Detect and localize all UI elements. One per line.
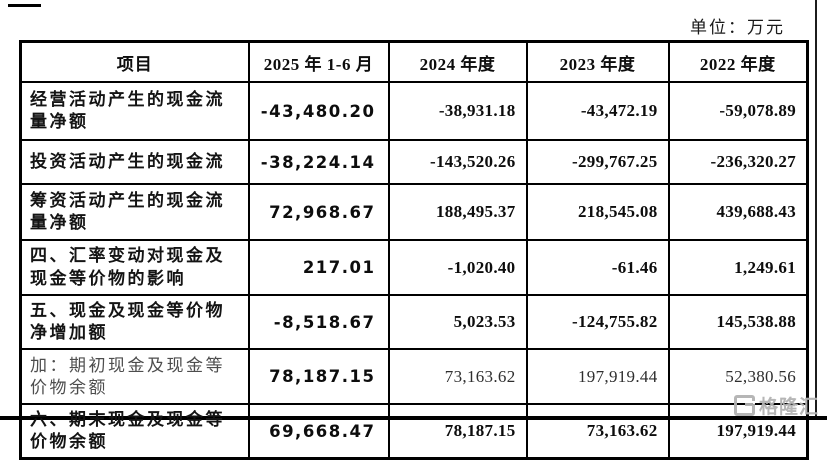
row-label: 经营活动产生的现金流量净额 [19, 81, 250, 141]
cell-value: -38,224.14 [247, 139, 390, 185]
column-header-2025h1: 2025 年 1-6 月 [247, 40, 390, 83]
cell-value: 188,495.37 [387, 183, 528, 241]
table-row-beginning-balance: 加：期初现金及现金等价物余额 78,187.15 73,163.62 197,9… [19, 348, 809, 406]
cell-value: 217.01 [247, 239, 390, 296]
cell-value: -8,518.67 [247, 293, 390, 351]
row-label: 筹资活动产生的现金流量净额 [19, 183, 250, 241]
cell-value: 69,668.47 [247, 403, 390, 460]
table-header-row: 项目 2025 年 1-6 月 2024 年度 2023 年度 2022 年度 [19, 40, 809, 83]
cell-value: -43,480.20 [247, 81, 390, 141]
gelonghui-watermark: 格隆汇 [734, 394, 820, 418]
table-row-investing-cash-flow: 投资活动产生的现金流 -38,224.14 -143,520.26 -299,7… [19, 139, 809, 185]
cell-value: 78,187.15 [247, 348, 390, 406]
cell-value: -59,078.89 [667, 81, 809, 141]
cell-value: -143,520.26 [387, 139, 528, 185]
row-label: 四、汇率变动对现金及现金等价物的影响 [19, 239, 250, 296]
cell-value: 145,538.88 [667, 293, 809, 351]
cell-value: 73,163.62 [387, 348, 528, 406]
row-label: 五、现金及现金等价物净增加额 [19, 293, 250, 351]
row-label: 投资活动产生的现金流 [19, 139, 250, 185]
cell-value: 218,545.08 [525, 183, 670, 241]
cell-value: 73,163.62 [525, 403, 670, 460]
cell-value: -61.46 [525, 239, 670, 296]
cell-value: -236,320.27 [667, 139, 809, 185]
cell-value: 52,380.56 [667, 348, 809, 406]
page-top-border-fragment [8, 4, 41, 7]
cell-value: -38,931.18 [387, 81, 528, 141]
table-row-operating-cash-flow: 经营活动产生的现金流量净额 -43,480.20 -38,931.18 -43,… [19, 81, 809, 141]
cell-value: 72,968.67 [247, 183, 390, 241]
table-row-fx-effect: 四、汇率变动对现金及现金等价物的影响 217.01 -1,020.40 -61.… [19, 239, 809, 296]
cash-flow-table: 项目 2025 年 1-6 月 2024 年度 2023 年度 2022 年度 … [19, 40, 809, 460]
cell-value: -124,755.82 [525, 293, 670, 351]
column-header-2024: 2024 年度 [387, 40, 528, 83]
page-right-border [815, 0, 817, 420]
row-label: 六、期末现金及现金等价物余额 [19, 403, 250, 460]
unit-label: 单位：万元 [690, 18, 785, 37]
cell-value: 5,023.53 [387, 293, 528, 351]
cell-value: -43,472.19 [525, 81, 670, 141]
table-row-net-increase: 五、现金及现金等价物净增加额 -8,518.67 5,023.53 -124,7… [19, 293, 809, 351]
cell-value: -1,020.40 [387, 239, 528, 296]
table-row-ending-balance: 六、期末现金及现金等价物余额 69,668.47 78,187.15 73,16… [19, 403, 809, 460]
cell-value: -299,767.25 [525, 139, 670, 185]
cell-value: 439,688.43 [667, 183, 809, 241]
column-header-item: 项目 [19, 40, 250, 83]
gelonghui-watermark-text: 格隆汇 [759, 397, 820, 418]
column-header-2023: 2023 年度 [525, 40, 670, 83]
gelonghui-logo-icon [734, 395, 755, 416]
row-label: 加：期初现金及现金等价物余额 [19, 348, 250, 406]
column-header-2022: 2022 年度 [667, 40, 809, 83]
table-row-financing-cash-flow: 筹资活动产生的现金流量净额 72,968.67 188,495.37 218,5… [19, 183, 809, 241]
cell-value: 78,187.15 [387, 403, 528, 460]
cell-value: 1,249.61 [667, 239, 809, 296]
cell-value: 197,919.44 [525, 348, 670, 406]
